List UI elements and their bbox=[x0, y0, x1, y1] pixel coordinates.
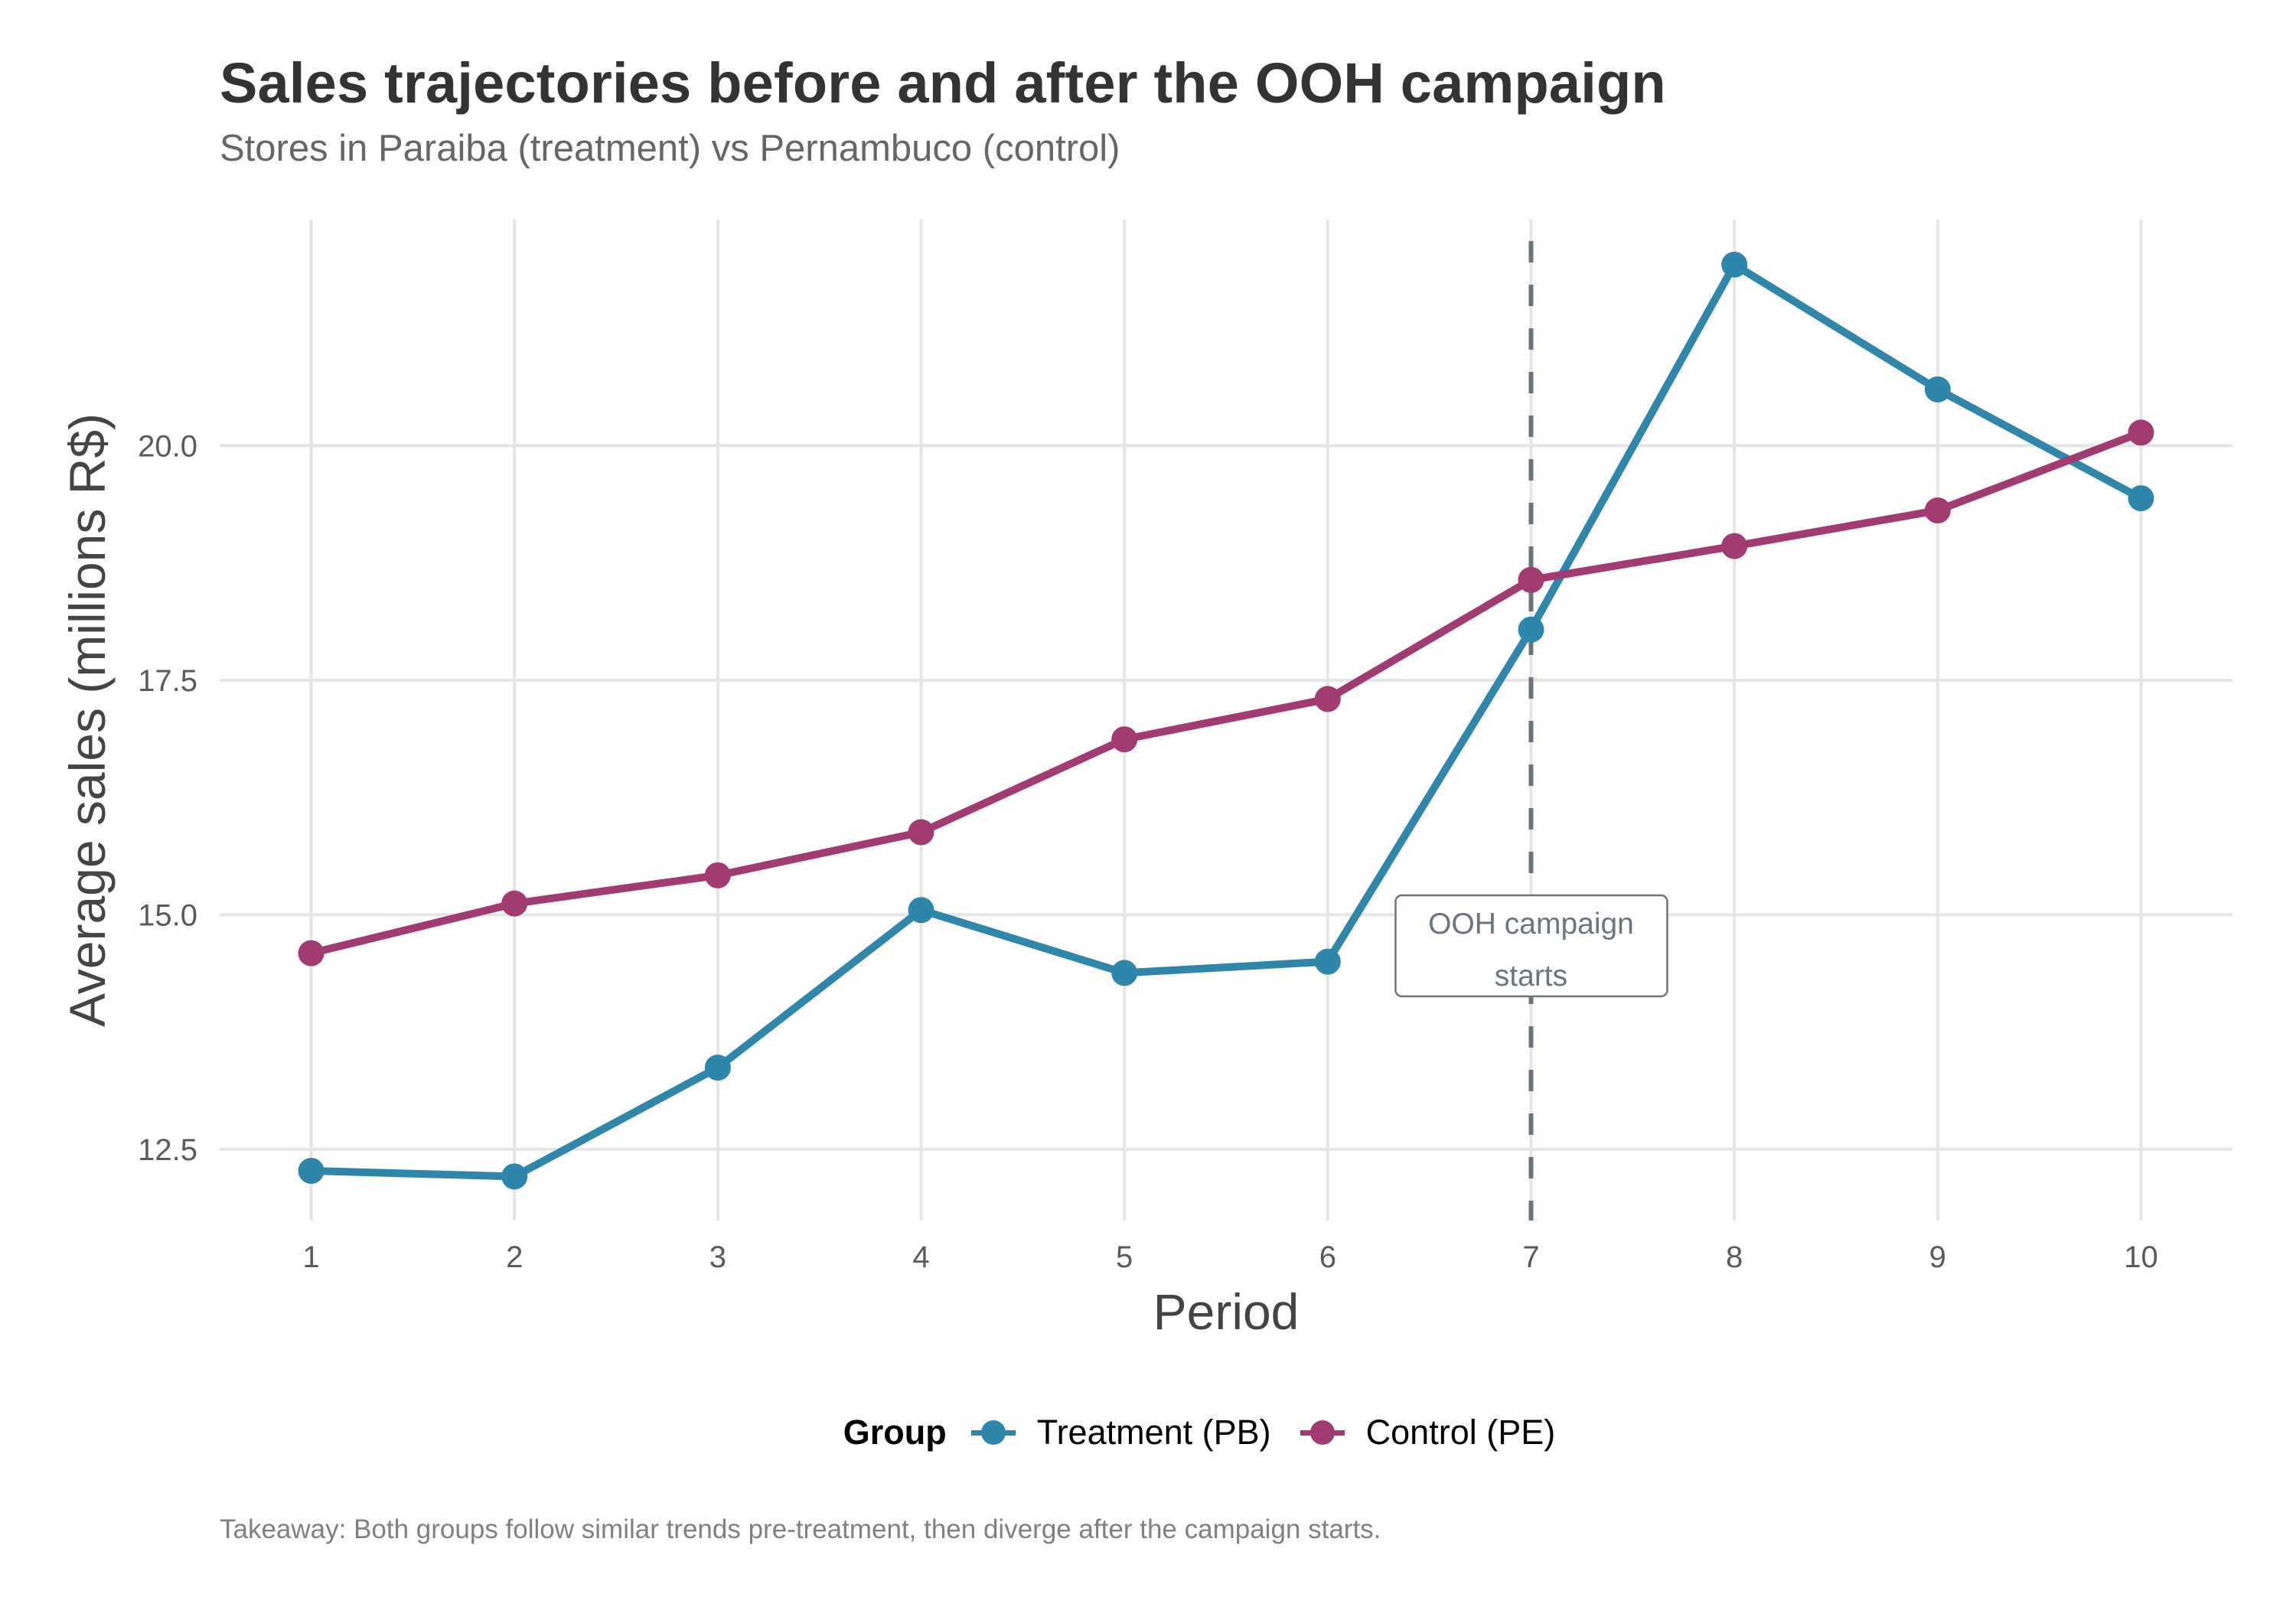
data-point-treatment bbox=[2128, 485, 2154, 512]
gridlines bbox=[220, 220, 2232, 1221]
annotation-text: OOH campaign bbox=[1428, 908, 1634, 940]
data-point-treatment bbox=[704, 1054, 731, 1081]
data-point-treatment bbox=[908, 897, 934, 924]
x-tick-label: 4 bbox=[912, 1240, 929, 1274]
series-line-treatment bbox=[307, 260, 2145, 1181]
legend-key-control-icon bbox=[1299, 1417, 1346, 1448]
data-point-control bbox=[1518, 566, 1544, 593]
annotation-layer: OOH campaign starts bbox=[1394, 894, 1668, 998]
data-point-control bbox=[1111, 726, 1138, 753]
legend-label-treatment: Treatment (PB) bbox=[1036, 1413, 1271, 1452]
legend-item-control[interactable]: Control (PE) bbox=[1299, 1413, 1556, 1452]
data-point-control bbox=[2128, 419, 2154, 446]
data-point-control bbox=[704, 862, 731, 888]
x-tick-label: 3 bbox=[709, 1240, 726, 1274]
caption: Takeaway: Both groups follow similar tre… bbox=[220, 1514, 1381, 1544]
x-axis-title: Period bbox=[1153, 1283, 1300, 1340]
legend-title: Group bbox=[843, 1413, 947, 1452]
x-tick-label: 2 bbox=[506, 1240, 523, 1274]
chart-title: Sales trajectories before and after the … bbox=[220, 51, 1666, 115]
data-point-treatment bbox=[1721, 251, 1748, 278]
series-line-control bbox=[307, 429, 2145, 957]
legend-label-control: Control (PE) bbox=[1365, 1413, 1556, 1452]
x-tick-label: 10 bbox=[2124, 1240, 2158, 1274]
x-tick-label: 6 bbox=[1319, 1240, 1336, 1274]
data-point-control bbox=[1314, 686, 1341, 712]
annotation-text: starts bbox=[1495, 960, 1567, 993]
data-point-treatment bbox=[1518, 616, 1544, 643]
x-tick-label: 1 bbox=[302, 1240, 319, 1274]
x-axis-ticks: 1 2 3 4 5 6 7 8 9 10 bbox=[302, 1240, 2157, 1274]
data-point-treatment bbox=[298, 1158, 325, 1185]
y-axis-title: Average sales (millions R$) bbox=[59, 413, 116, 1027]
data-point-treatment bbox=[1314, 948, 1341, 975]
y-tick-label: 17.5 bbox=[138, 664, 197, 698]
chart-subtitle: Stores in Paraiba (treatment) vs Pernamb… bbox=[220, 128, 1120, 169]
legend-item-treatment[interactable]: Treatment (PB) bbox=[970, 1413, 1271, 1452]
annotation-box bbox=[1394, 894, 1668, 998]
x-tick-label: 8 bbox=[1726, 1240, 1743, 1274]
x-tick-label: 7 bbox=[1522, 1240, 1539, 1274]
y-axis-ticks: 12.5 15.0 17.5 20.0 bbox=[138, 429, 197, 1166]
y-tick-label: 15.0 bbox=[138, 898, 197, 932]
legend: Group Treatment (PB) Control (PE) bbox=[0, 1413, 2296, 1452]
y-tick-label: 12.5 bbox=[138, 1133, 197, 1167]
data-point-control bbox=[1721, 533, 1748, 559]
data-point-control bbox=[298, 940, 325, 966]
data-point-control bbox=[908, 819, 934, 846]
x-tick-label: 9 bbox=[1929, 1240, 1946, 1274]
y-tick-label: 20.0 bbox=[138, 429, 197, 463]
data-point-treatment bbox=[1924, 376, 1951, 403]
data-point-control bbox=[1924, 497, 1951, 524]
series-layer bbox=[298, 251, 2154, 1190]
data-point-control bbox=[501, 890, 528, 917]
x-tick-label: 5 bbox=[1116, 1240, 1133, 1274]
data-point-treatment bbox=[1111, 960, 1138, 986]
legend-key-treatment-icon bbox=[970, 1417, 1017, 1448]
data-point-treatment bbox=[501, 1163, 528, 1190]
